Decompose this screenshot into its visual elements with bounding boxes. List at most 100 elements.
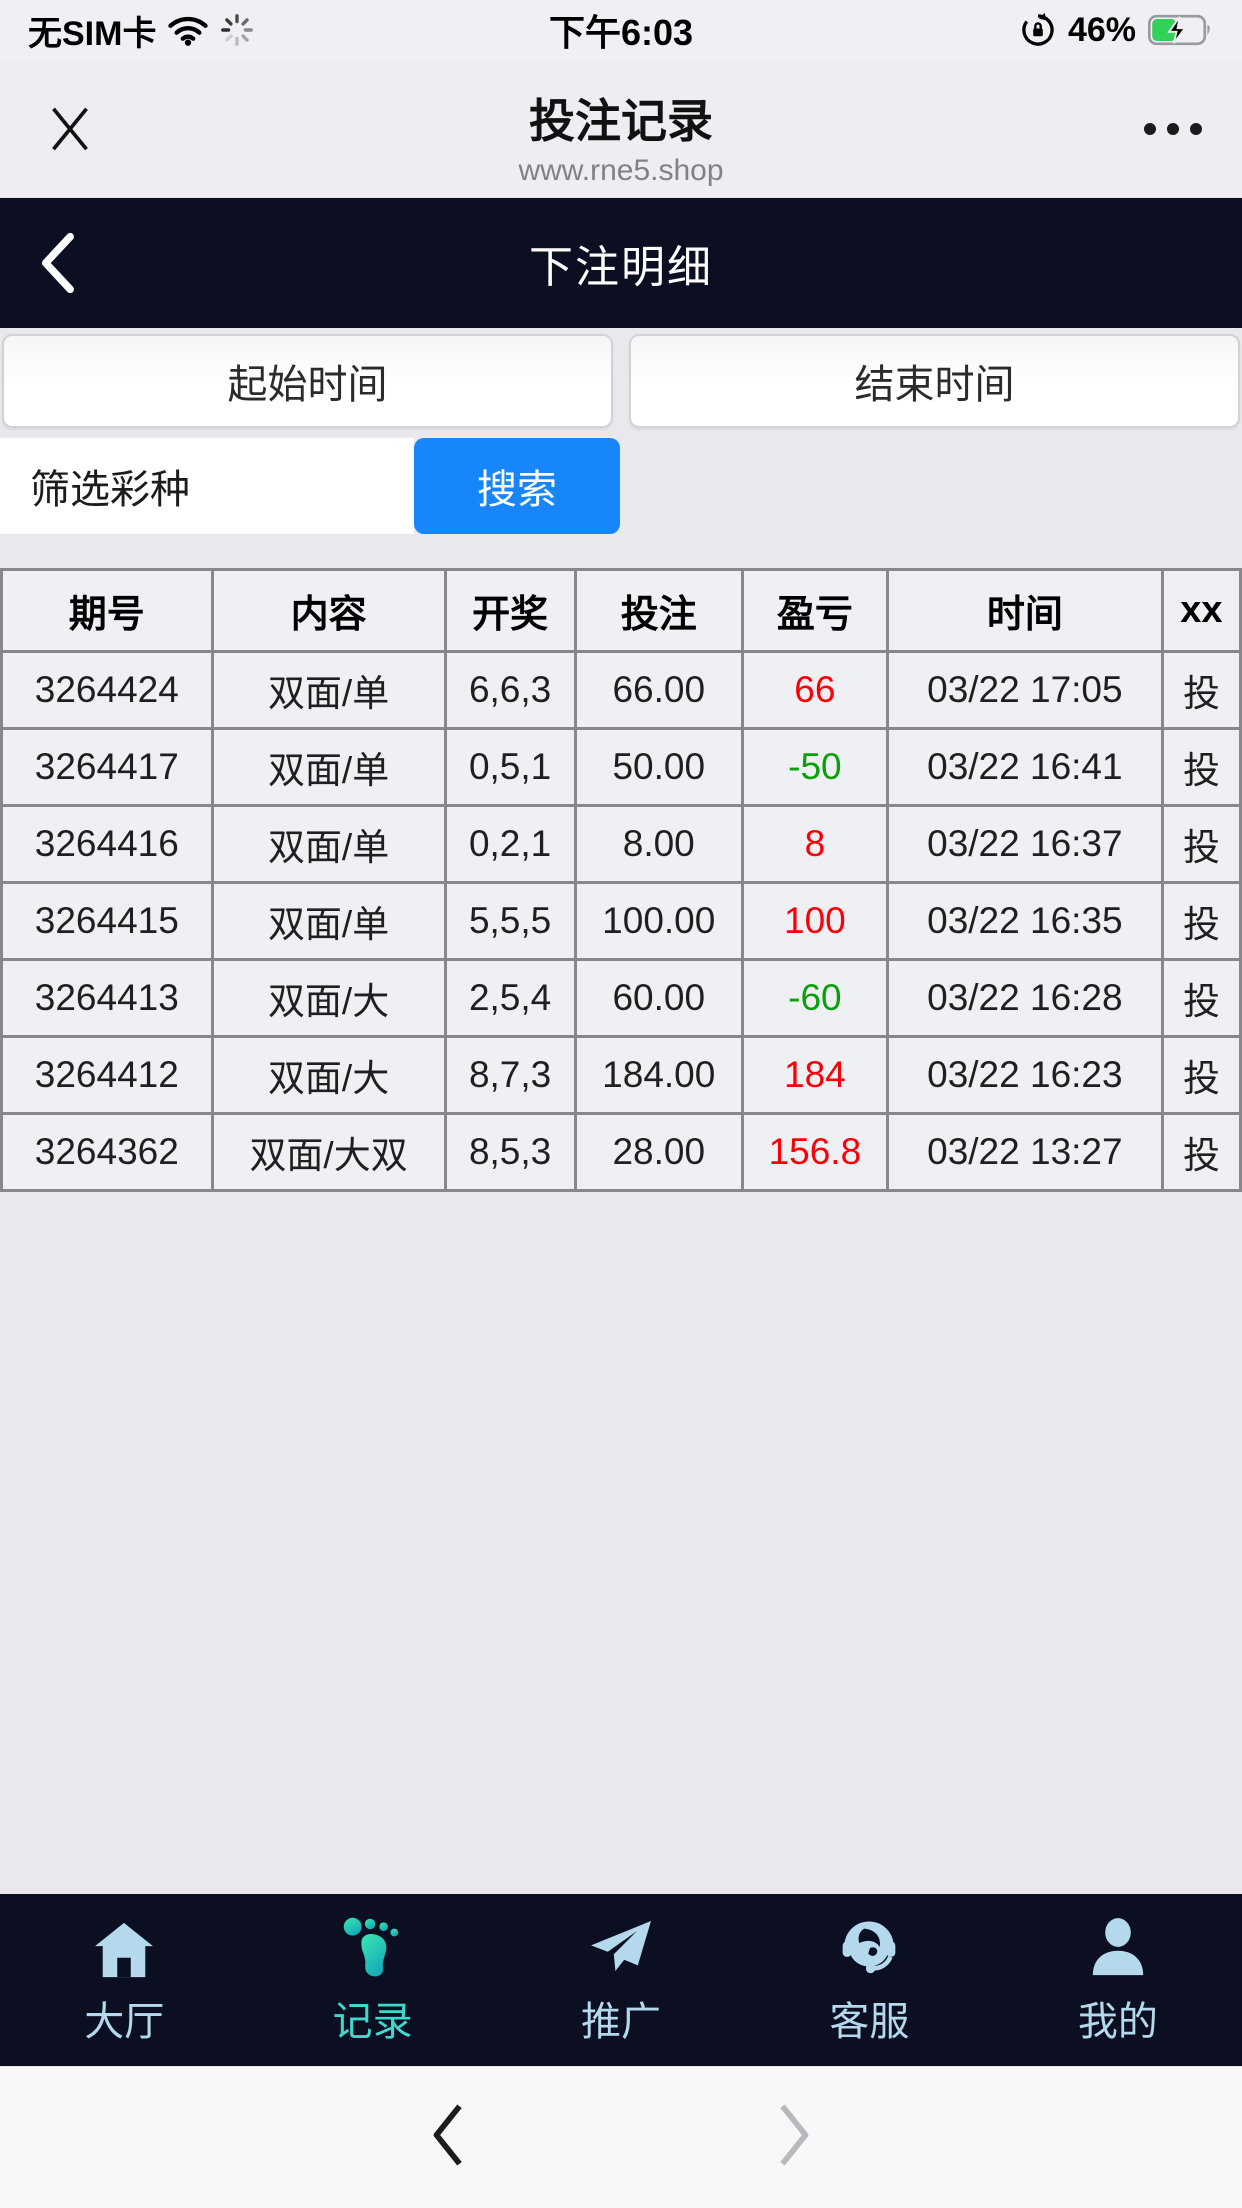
cell-content: 双面/单 [210, 650, 447, 730]
cell-action-link[interactable]: 投 [1160, 881, 1242, 961]
cell-time: 03/22 16:37 [885, 804, 1164, 884]
nav-label: 大厅 [84, 2000, 165, 2044]
nav-label: 客服 [829, 2000, 910, 2044]
cell-period: 3264416 [0, 804, 214, 884]
col-header-content: 内容 [210, 568, 447, 653]
cell-profit: 100 [740, 881, 889, 961]
cell-period: 3264417 [0, 727, 214, 807]
status-time: 下午6:03 [548, 12, 694, 53]
col-header-time: 时间 [885, 568, 1164, 653]
cell-bet: 8.00 [573, 804, 744, 884]
cell-content: 双面/单 [210, 804, 447, 884]
cell-profit: 66 [740, 650, 889, 730]
cell-draw: 5,5,5 [443, 881, 577, 961]
user-icon [1087, 1913, 1149, 1979]
search-button[interactable]: 搜索 [414, 438, 620, 534]
cell-draw: 8,7,3 [443, 1035, 577, 1115]
cell-period: 3264362 [0, 1112, 214, 1192]
headset-icon [838, 1913, 900, 1979]
bottom-nav: 大厅 记录 推广 [0, 1894, 1242, 2066]
cell-bet: 66.00 [573, 650, 744, 730]
nav-item-lobby[interactable]: 大厅 [0, 1913, 248, 2047]
status-left: 无SIM卡 [28, 6, 254, 55]
table-row: 3264424 双面/单 6,6,3 66.00 66 03/22 17:05 … [0, 650, 1242, 730]
lottery-filter-select[interactable]: 筛选彩种 [0, 438, 414, 534]
cell-period: 3264424 [0, 650, 214, 730]
nav-item-mine[interactable]: 我的 [994, 1913, 1242, 2047]
bet-table: 期号 内容 开奖 投注 盈亏 时间 xx 3264424 双面/单 6,6,3 … [0, 568, 1242, 1192]
cell-action-link[interactable]: 投 [1160, 1112, 1242, 1192]
header-titles: 投注记录 www.rne5.shop [518, 69, 723, 188]
cell-profit: 156.8 [740, 1112, 889, 1192]
cell-content: 双面/单 [210, 881, 447, 961]
table-row: 3264412 双面/大 8,7,3 184.00 184 03/22 16:2… [0, 1035, 1242, 1115]
col-header-xx: xx [1160, 568, 1242, 653]
cell-period: 3264413 [0, 958, 214, 1038]
nav-item-support[interactable]: 客服 [745, 1913, 993, 2047]
end-time-button[interactable]: 结束时间 [629, 334, 1240, 428]
cell-bet: 184.00 [573, 1035, 744, 1115]
rotation-lock-icon [1020, 12, 1056, 48]
wifi-icon [168, 14, 209, 46]
cell-action-link[interactable]: 投 [1160, 727, 1242, 807]
cell-content: 双面/单 [210, 727, 447, 807]
battery-icon [1148, 14, 1214, 46]
page-url: www.rne5.shop [518, 153, 724, 187]
nav-item-records[interactable]: 记录 [248, 1913, 496, 2047]
nav-label: 记录 [332, 2000, 413, 2044]
page-title: 投注记录 [528, 94, 713, 147]
more-menu-button[interactable] [1144, 122, 1202, 135]
cell-profit: 8 [740, 804, 889, 884]
table-header-row: 期号 内容 开奖 投注 盈亏 时间 xx [0, 568, 1242, 653]
cell-content: 双面/大 [210, 958, 447, 1038]
cell-draw: 6,6,3 [443, 650, 577, 730]
cell-content: 双面/大 [210, 1035, 447, 1115]
table-row: 3264362 双面/大双 8,5,3 28.00 156.8 03/22 13… [0, 1112, 1242, 1192]
status-right: 46% [1020, 11, 1214, 50]
cell-action-link[interactable]: 投 [1160, 804, 1242, 884]
cell-period: 3264415 [0, 881, 214, 961]
nav-label: 我的 [1077, 2000, 1158, 2044]
col-header-profit: 盈亏 [740, 568, 889, 653]
cell-time: 03/22 13:27 [885, 1112, 1164, 1192]
cell-bet: 28.00 [573, 1112, 744, 1192]
cell-bet: 100.00 [573, 881, 744, 961]
back-icon[interactable] [36, 228, 96, 298]
close-button[interactable] [44, 103, 96, 155]
cell-time: 03/22 16:35 [885, 881, 1164, 961]
start-time-button[interactable]: 起始时间 [2, 334, 613, 428]
status-bar: 无SIM卡 [0, 0, 1242, 60]
cell-action-link[interactable]: 投 [1160, 1035, 1242, 1115]
cell-draw: 2,5,4 [443, 958, 577, 1038]
table-row: 3264415 双面/单 5,5,5 100.00 100 03/22 16:3… [0, 881, 1242, 961]
table-row: 3264417 双面/单 0,5,1 50.00 -50 03/22 16:41… [0, 727, 1242, 807]
browser-toolbar [0, 2066, 1242, 2208]
cell-period: 3264412 [0, 1035, 214, 1115]
browser-back-button[interactable] [425, 2102, 471, 2173]
navbar-title: 下注明细 [529, 243, 713, 292]
cell-profit: -50 [740, 727, 889, 807]
table-row: 3264413 双面/大 2,5,4 60.00 -60 03/22 16:28… [0, 958, 1242, 1038]
browser-forward-button[interactable] [771, 2102, 817, 2173]
filter-area: 起始时间 结束时间 筛选彩种 搜索 [0, 328, 1242, 534]
cell-time: 03/22 17:05 [885, 650, 1164, 730]
cell-bet: 60.00 [573, 958, 744, 1038]
cell-action-link[interactable]: 投 [1160, 650, 1242, 730]
cell-content: 双面/大双 [210, 1112, 447, 1192]
cell-profit: 184 [740, 1035, 889, 1115]
cell-draw: 8,5,3 [443, 1112, 577, 1192]
footprint-icon [342, 1913, 404, 1979]
cell-draw: 0,2,1 [443, 804, 577, 884]
paper-plane-icon [589, 1913, 653, 1979]
cell-action-link[interactable]: 投 [1160, 958, 1242, 1038]
webview-header: 投注记录 www.rne5.shop [0, 60, 1242, 198]
col-header-bet: 投注 [573, 568, 744, 653]
nav-item-promote[interactable]: 推广 [497, 1913, 745, 2047]
home-icon [93, 1913, 155, 1979]
cell-profit: -60 [740, 958, 889, 1038]
table-row: 3264416 双面/单 0,2,1 8.00 8 03/22 16:37 投 [0, 804, 1242, 884]
carrier-label: 无SIM卡 [28, 14, 157, 53]
empty-space [0, 1192, 1242, 1894]
cell-time: 03/22 16:23 [885, 1035, 1164, 1115]
activity-spinner-icon [220, 13, 254, 47]
